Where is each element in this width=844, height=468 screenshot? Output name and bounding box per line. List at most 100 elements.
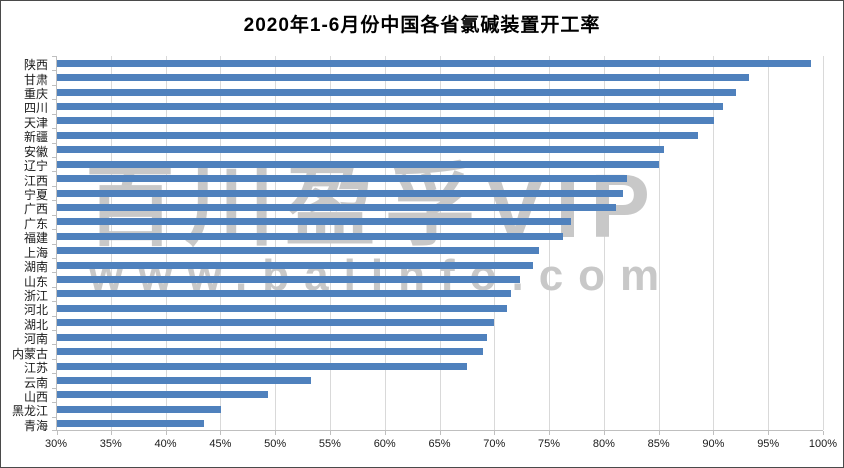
y-axis-label: 云南 — [23, 375, 48, 390]
y-axis-tick — [52, 287, 56, 288]
x-axis-label: 70% — [483, 438, 506, 450]
x-axis-tick — [768, 431, 770, 435]
bar-青海 — [57, 420, 204, 428]
bar-黑龙江 — [57, 405, 222, 413]
y-axis-tick — [52, 244, 56, 245]
gridline — [384, 56, 386, 430]
y-axis-tick — [52, 85, 56, 86]
bar-浙江 — [57, 290, 511, 298]
y-axis-label: 湖北 — [23, 317, 48, 332]
gridline — [603, 56, 605, 430]
x-axis-tick — [165, 431, 167, 435]
y-axis-label: 浙江 — [23, 288, 48, 303]
y-axis-label: 宁夏 — [23, 188, 48, 203]
gridline — [549, 56, 551, 430]
x-axis-label: 100% — [808, 438, 838, 450]
bar-辽宁 — [57, 160, 659, 168]
gridline — [275, 56, 277, 430]
y-axis-label: 青海 — [23, 418, 48, 433]
x-axis-tick — [57, 431, 58, 435]
bar-江苏 — [57, 362, 467, 370]
gridline — [110, 56, 112, 430]
y-axis-label: 新疆 — [23, 130, 48, 145]
y-axis-label: 福建 — [23, 231, 48, 246]
y-axis-label: 内蒙古 — [11, 346, 48, 361]
bar-湖北 — [57, 319, 495, 327]
bar-福建 — [57, 232, 564, 240]
gridline — [494, 56, 496, 430]
y-axis-tick — [52, 359, 56, 360]
y-axis-tick — [52, 258, 56, 259]
bar-江西 — [57, 175, 627, 183]
y-axis-label: 湖南 — [23, 260, 48, 275]
y-axis-tick — [52, 316, 56, 317]
y-axis-tick — [52, 402, 56, 403]
bar-重庆 — [57, 88, 737, 96]
gridline — [658, 56, 660, 430]
y-axis-label: 山西 — [23, 389, 48, 404]
x-axis-tick — [494, 431, 496, 435]
bar-河南 — [57, 333, 487, 341]
bar-宁夏 — [57, 189, 624, 197]
y-axis-tick — [52, 373, 56, 374]
y-axis-label: 四川 — [23, 101, 48, 116]
y-axis-tick — [52, 430, 56, 431]
y-axis-label: 山东 — [23, 274, 48, 289]
bar-上海 — [57, 247, 540, 255]
y-axis-tick — [52, 200, 56, 201]
bar-安徽 — [57, 146, 665, 154]
y-axis-tick — [52, 128, 56, 129]
y-axis-label: 陕西 — [23, 58, 48, 73]
y-axis-tick — [52, 157, 56, 158]
x-axis-tick — [658, 431, 660, 435]
bar-天津 — [57, 117, 715, 125]
y-axis-label: 河北 — [23, 303, 48, 318]
x-axis-label: 50% — [264, 438, 287, 450]
y-axis-label: 河南 — [23, 332, 48, 347]
x-axis-label: 90% — [702, 438, 725, 450]
plot-area — [52, 56, 824, 435]
x-axis-label: 85% — [647, 438, 670, 450]
y-axis-label: 江苏 — [23, 361, 48, 376]
bar-湖南 — [57, 261, 533, 269]
gridline — [220, 56, 222, 430]
chart-title: 2020年1-6月份中国各省氯碱装置开工率 — [243, 15, 601, 36]
x-axis-label: 60% — [373, 438, 396, 450]
x-axis-label: 95% — [757, 438, 780, 450]
y-axis-tick — [52, 143, 56, 144]
x-axis-label: 45% — [209, 438, 232, 450]
bar-四川 — [57, 102, 724, 110]
gridline — [329, 56, 331, 430]
x-axis-tick — [384, 431, 386, 435]
y-axis-labels: 陕西 甘肃 重庆 四川 天津 新疆 安徽 辽宁 江西 宁夏 广西 广东 福建 上海 湖南 山东 浙江 河北 湖北 河南… — [1, 56, 52, 433]
x-axis-tick — [549, 431, 551, 435]
y-axis-label: 安徽 — [23, 144, 48, 159]
y-axis-tick — [52, 186, 56, 187]
x-axis-tick — [439, 431, 441, 435]
bar-内蒙古 — [57, 348, 484, 356]
y-axis-tick — [52, 70, 56, 71]
y-axis-label: 黑龙江 — [11, 404, 48, 419]
x-axis-tick — [603, 431, 605, 435]
y-axis-label: 甘肃 — [23, 72, 48, 87]
y-axis-tick — [52, 56, 56, 57]
gridline — [165, 56, 167, 430]
x-axis-label: 30% — [44, 438, 68, 450]
gridline — [768, 56, 770, 430]
y-axis-tick — [52, 114, 56, 115]
x-axis-tick — [823, 431, 824, 435]
x-axis-label: 35% — [99, 438, 122, 450]
y-axis-tick — [52, 272, 56, 273]
bar-山东 — [57, 276, 521, 284]
x-axis-labels: 30% 35% 40% 45% 50% 55% 60% 65% 70% 75% 80% 85% 90% 9… — [1, 438, 843, 454]
y-axis-label: 江西 — [23, 173, 48, 188]
bar-陕西 — [57, 59, 811, 67]
gridline — [823, 56, 824, 430]
bar-河北 — [57, 304, 508, 312]
y-axis-label: 天津 — [23, 115, 48, 130]
y-axis-tick — [52, 99, 56, 100]
gridline — [439, 56, 441, 430]
y-axis-tick — [52, 388, 56, 389]
y-axis-label: 广西 — [23, 202, 48, 217]
